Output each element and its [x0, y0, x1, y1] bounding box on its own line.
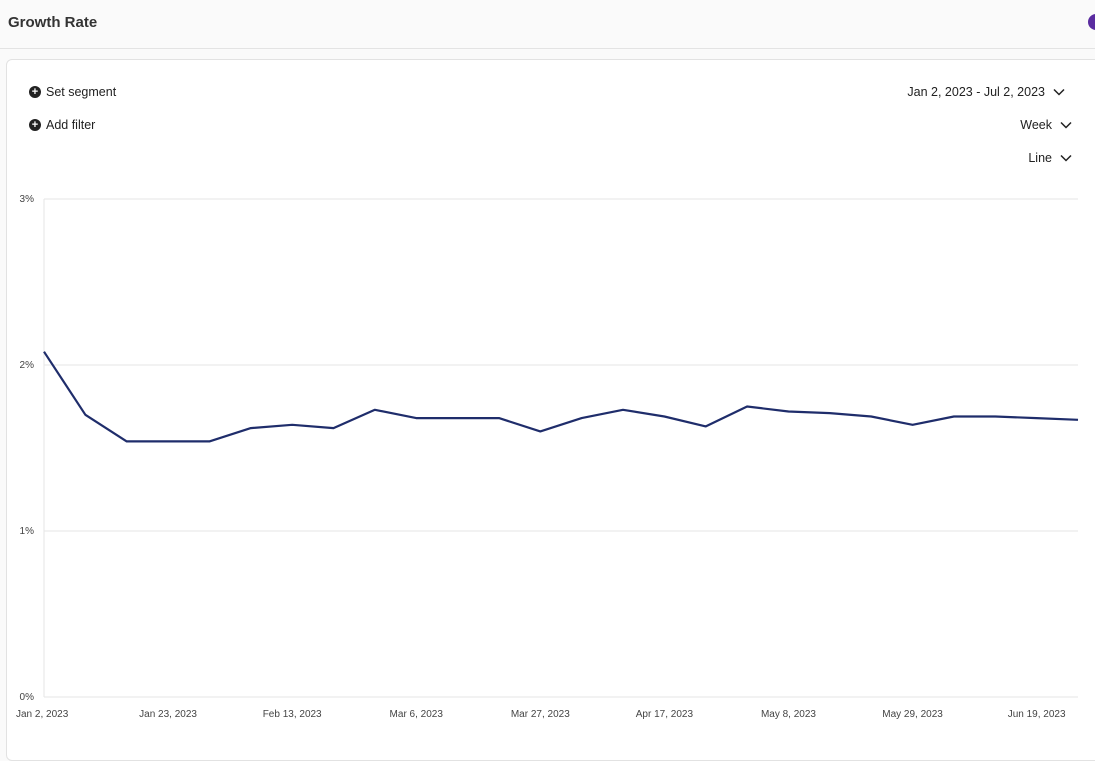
x-tick-label: Jan 23, 2023 — [139, 709, 197, 720]
y-tick-label: 1% — [20, 526, 35, 537]
x-tick-label: May 29, 2023 — [882, 709, 943, 720]
x-tick-label: Jan 2, 2023 — [16, 709, 69, 720]
y-tick-label: 3% — [20, 194, 35, 205]
x-tick-label: Apr 17, 2023 — [636, 709, 694, 720]
x-tick-label: Feb 13, 2023 — [263, 709, 322, 720]
x-tick-label: May 8, 2023 — [761, 709, 816, 720]
x-tick-label: Jun 19, 2023 — [1008, 709, 1066, 720]
x-tick-label: Mar 27, 2023 — [511, 709, 570, 720]
y-tick-label: 2% — [20, 360, 35, 371]
line-chart: 0% 1% 2% 3% Jan 2, 2023 Jan 23, 2023 Feb 13, 2… — [0, 0, 1095, 723]
x-tick-label: Mar 6, 2023 — [390, 709, 444, 720]
y-tick-label: 0% — [20, 692, 35, 703]
